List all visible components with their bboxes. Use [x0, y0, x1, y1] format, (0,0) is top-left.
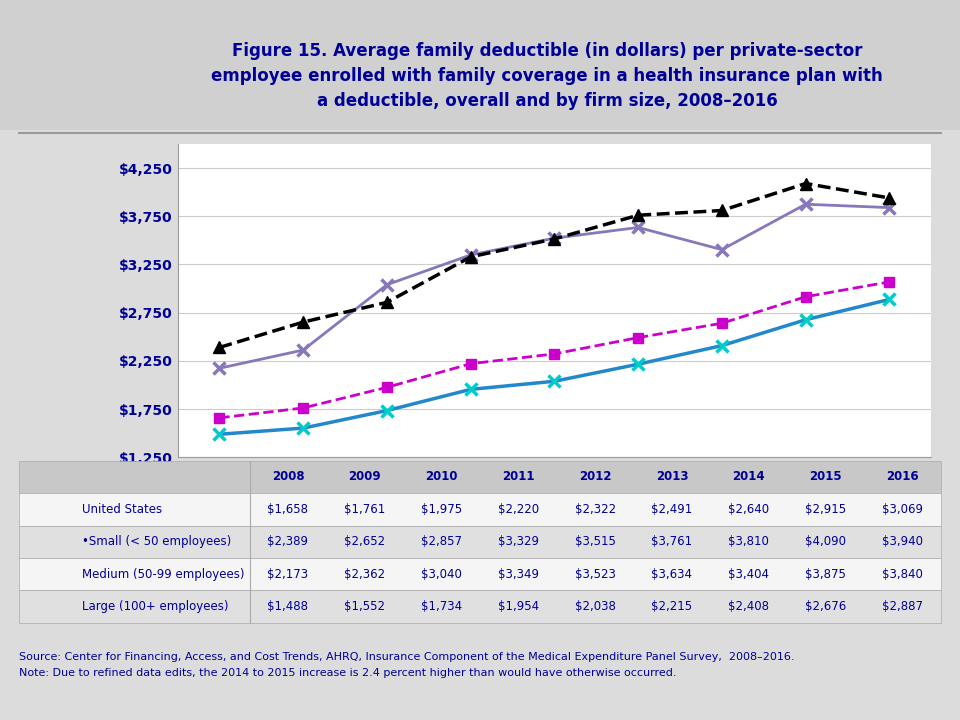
Text: $3,515: $3,515 [575, 535, 615, 549]
Text: Medium (50-99 employees): Medium (50-99 employees) [82, 567, 244, 581]
Text: $3,875: $3,875 [805, 567, 846, 581]
Text: $1,734: $1,734 [421, 600, 462, 613]
Text: $3,404: $3,404 [729, 567, 769, 581]
Text: Note: Due to refined data edits, the 2014 to 2015 increase is 2.4 percent higher: Note: Due to refined data edits, the 201… [19, 668, 677, 678]
Text: $2,915: $2,915 [805, 503, 846, 516]
Text: •Small (< 50 employees): •Small (< 50 employees) [82, 535, 230, 549]
Text: $2,389: $2,389 [268, 535, 308, 549]
Text: $2,491: $2,491 [652, 503, 692, 516]
Text: $2,220: $2,220 [498, 503, 539, 516]
Text: 2009: 2009 [348, 470, 381, 484]
Text: $3,840: $3,840 [882, 567, 923, 581]
Text: $3,349: $3,349 [498, 567, 539, 581]
Text: $1,975: $1,975 [421, 503, 462, 516]
Text: Large (100+ employees): Large (100+ employees) [82, 600, 228, 613]
Text: $3,329: $3,329 [498, 535, 539, 549]
Text: $3,069: $3,069 [882, 503, 923, 516]
Text: $2,887: $2,887 [882, 600, 923, 613]
Text: $2,038: $2,038 [575, 600, 615, 613]
Text: $2,362: $2,362 [345, 567, 385, 581]
Text: $2,322: $2,322 [575, 503, 615, 516]
Text: $3,761: $3,761 [652, 535, 692, 549]
Text: United States: United States [82, 503, 161, 516]
Text: $2,215: $2,215 [652, 600, 692, 613]
Text: 2008: 2008 [272, 470, 304, 484]
Text: $3,634: $3,634 [652, 567, 692, 581]
Text: $2,640: $2,640 [729, 503, 769, 516]
Text: 2016: 2016 [886, 470, 919, 484]
Text: $1,552: $1,552 [345, 600, 385, 613]
Text: $2,173: $2,173 [268, 567, 308, 581]
Text: 2010: 2010 [425, 470, 458, 484]
Text: 2014: 2014 [732, 470, 765, 484]
Text: Source: Center for Financing, Access, and Cost Trends, AHRQ, Insurance Component: Source: Center for Financing, Access, an… [19, 652, 795, 662]
Text: $2,857: $2,857 [421, 535, 462, 549]
Text: $1,658: $1,658 [268, 503, 308, 516]
Text: $4,090: $4,090 [805, 535, 846, 549]
Text: $2,652: $2,652 [345, 535, 385, 549]
Text: $1,954: $1,954 [498, 600, 539, 613]
Text: $1,761: $1,761 [345, 503, 385, 516]
Text: $1,488: $1,488 [268, 600, 308, 613]
Text: 2013: 2013 [656, 470, 688, 484]
Text: 2012: 2012 [579, 470, 612, 484]
Text: Figure 15. Average family deductible (in dollars) per private-sector
employee en: Figure 15. Average family deductible (in… [211, 42, 883, 109]
Text: $2,676: $2,676 [805, 600, 846, 613]
Text: 2011: 2011 [502, 470, 535, 484]
Text: 2015: 2015 [809, 470, 842, 484]
Text: $3,040: $3,040 [421, 567, 462, 581]
Text: $3,523: $3,523 [575, 567, 615, 581]
Text: $3,940: $3,940 [882, 535, 923, 549]
Text: $2,408: $2,408 [729, 600, 769, 613]
Text: $3,810: $3,810 [729, 535, 769, 549]
